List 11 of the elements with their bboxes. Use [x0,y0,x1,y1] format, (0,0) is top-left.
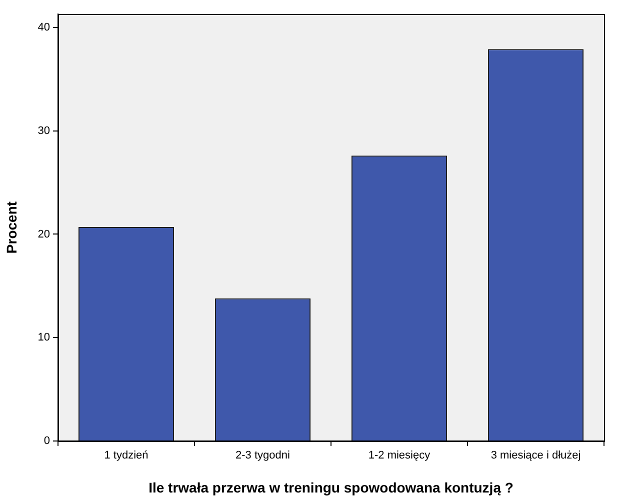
x-tick-label: 1 tydzień [104,450,148,462]
x-axis-title: Ile trwała przerwa w treningu spowodowana kontuzją ? [148,479,514,496]
x-tick-label: 1-2 miesięcy [368,450,431,462]
y-axis-title: Procent [3,201,20,254]
x-tick-label: 2-3 tygodni [236,450,290,462]
y-tick-label: 0 [44,435,50,448]
y-tick-label: 30 [38,124,50,137]
y-tick-label: 40 [38,21,50,34]
x-tick-label: 3 miesiące i dłużej [490,450,581,462]
y-tick-label: 20 [38,228,50,240]
y-tick-label: 10 [38,332,50,344]
